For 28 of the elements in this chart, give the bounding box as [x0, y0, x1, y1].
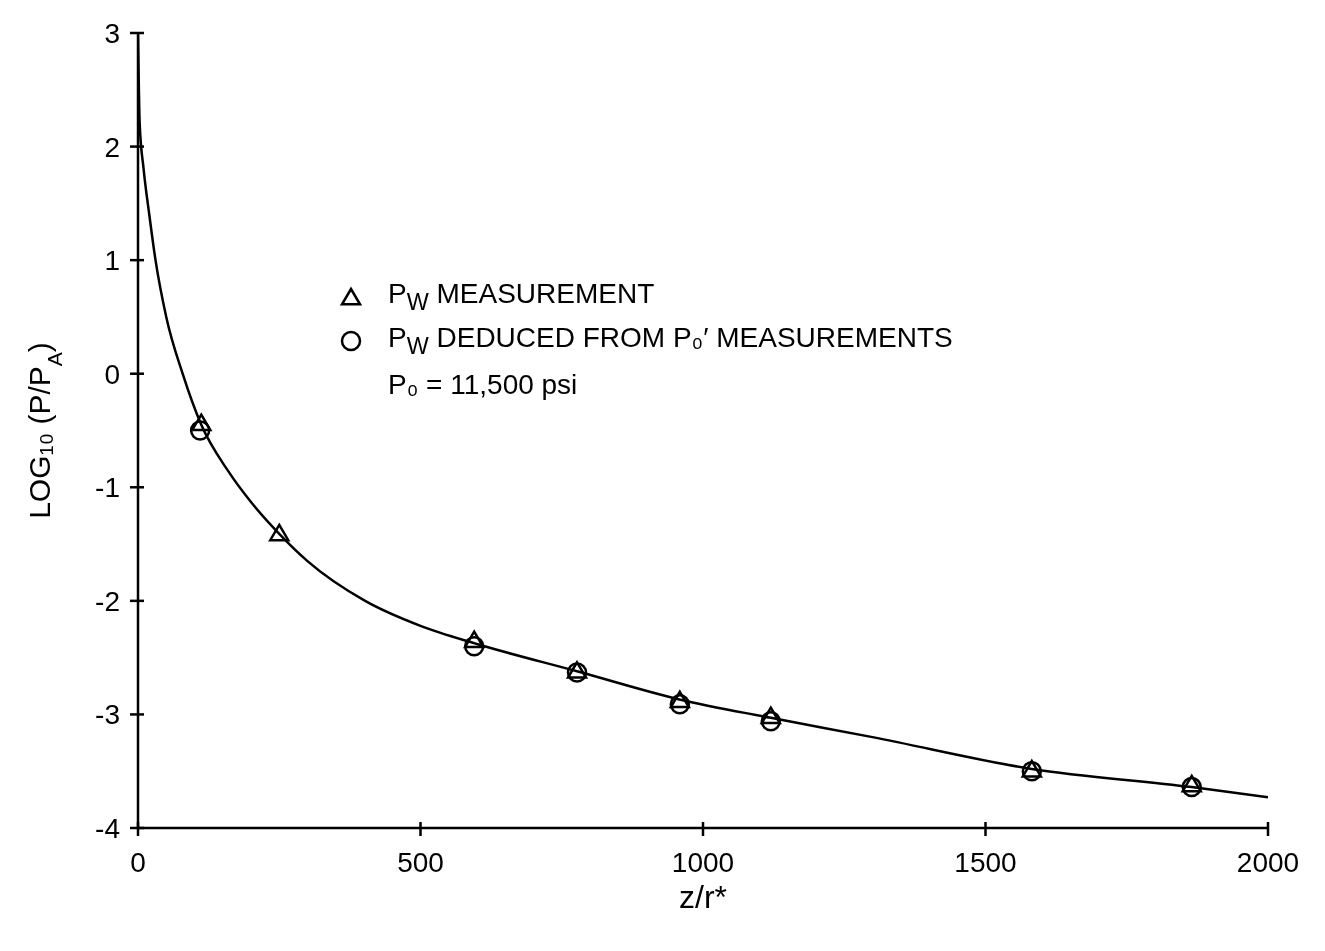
x-tick-label: 1000	[671, 847, 735, 878]
x-tick-label: 2000	[1236, 847, 1300, 878]
y-tick-label: -1	[95, 472, 120, 504]
y-tick-label: -3	[95, 699, 120, 731]
point	[189, 420, 211, 441]
point	[669, 690, 691, 709]
y-tick-label: 2	[104, 131, 120, 163]
point	[463, 636, 485, 657]
legend-label: P$_{W}$ MEASUREMENT	[388, 278, 655, 316]
point	[463, 630, 485, 649]
point	[760, 706, 782, 725]
x-axis-title: z/r*	[679, 879, 727, 915]
y-tick-label: 3	[104, 18, 120, 49]
point	[760, 710, 782, 732]
point	[1181, 774, 1202, 793]
point	[191, 413, 212, 432]
x-tick-label: 500	[397, 847, 444, 878]
y-tick-label: -4	[95, 813, 120, 844]
x-tick-label: 0	[130, 847, 146, 878]
x-tick-label: 1500	[954, 847, 1017, 878]
legend-label: P$_{W}$ DEDUCED FROM P₀′ MEASUREMENTS	[388, 321, 953, 360]
annotation: P₀ = 11,500 psi	[388, 369, 579, 402]
y-tick-label: -2	[95, 585, 120, 617]
point	[669, 693, 691, 715]
point	[1181, 776, 1202, 798]
y-tick-label: 0	[104, 358, 120, 390]
y-tick-label: 1	[104, 245, 120, 277]
point	[269, 523, 290, 542]
